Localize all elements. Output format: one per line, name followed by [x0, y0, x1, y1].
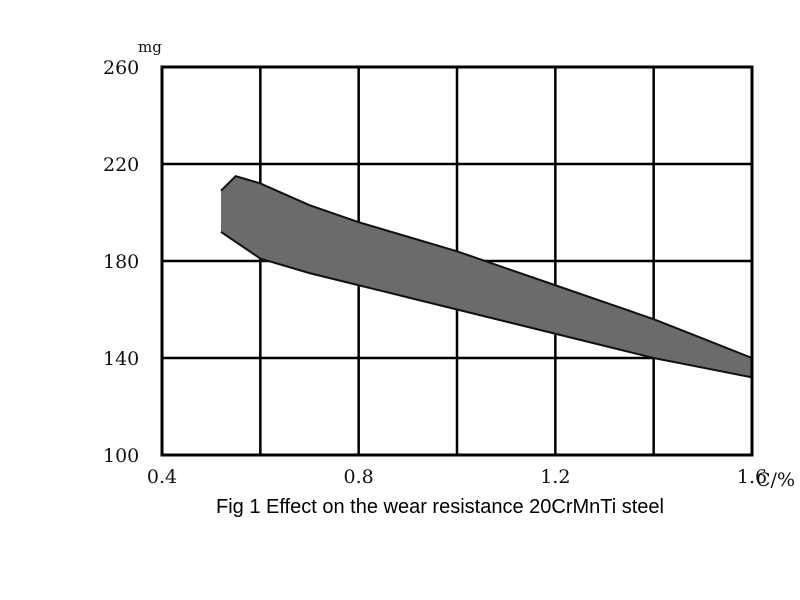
band-upper-edge: [220, 174, 753, 359]
x-tick-label: 0.4: [147, 466, 177, 488]
y-tick-label: 180: [103, 251, 139, 273]
y-tick-label: 140: [103, 348, 139, 370]
y-axis-unit: mg: [138, 38, 162, 56]
y-tick-label: 260: [103, 57, 139, 79]
x-axis-unit: C/%: [756, 469, 795, 491]
y-tick-labels: 260 220 180 140 100: [103, 57, 139, 467]
figure-caption: Fig 1 Effect on the wear resistance 20Cr…: [216, 496, 664, 518]
y-tick-label: 220: [103, 154, 139, 176]
y-tick-label: 100: [103, 445, 139, 467]
x-tick-label: 1.6: [737, 466, 767, 488]
x-tick-label: 0.8: [344, 466, 374, 488]
plot-frame: [160, 65, 754, 457]
wear-band-area: [221, 176, 752, 378]
x-tick-label: 1.2: [540, 466, 570, 488]
wear-band: [220, 174, 753, 379]
band-lower-edge: [220, 231, 753, 379]
x-tick-labels: 0.4 0.8 1.2 1.6: [147, 466, 767, 488]
